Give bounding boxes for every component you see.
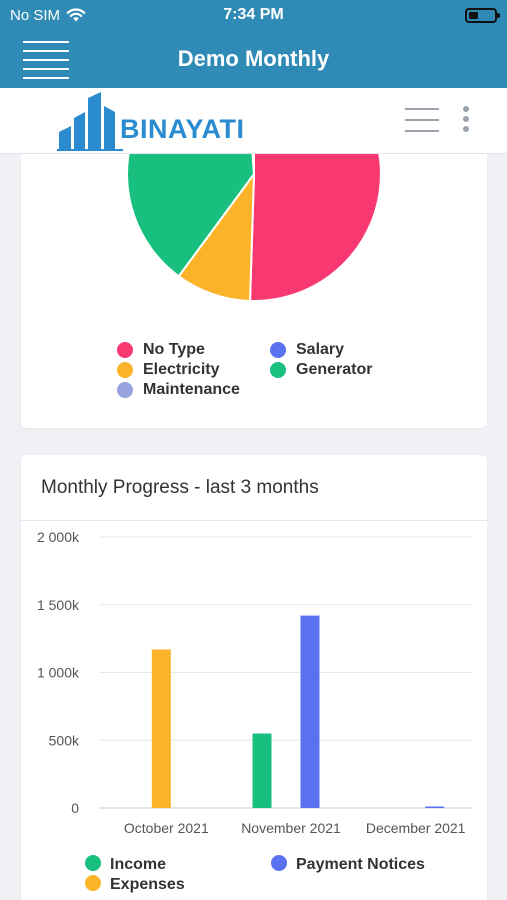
card-divider [21, 520, 487, 521]
legend-expenses[interactable]: Expenses [85, 875, 185, 893]
legend-label: Income [110, 856, 166, 873]
bar-expenses-october-2021[interactable] [151, 649, 171, 809]
legend-no-type[interactable]: No Type [117, 341, 205, 359]
legend-dot-electricity [117, 362, 133, 378]
battery-icon [465, 8, 500, 23]
legend-dot [85, 875, 101, 891]
page-title: Demo Monthly [177, 46, 330, 71]
chart-title: Monthly Progress - last 3 months [41, 477, 319, 498]
brand-bar: BINAYATI [0, 88, 507, 154]
nav-bar: Demo Monthly [0, 32, 507, 88]
status-time: 7:34 PM [223, 6, 284, 23]
logo-text: BINAYATI [120, 114, 245, 144]
bar-chart-card: Monthly Progress - last 3 months 0 500k 1 … [21, 455, 487, 900]
legend-label: No Type [143, 341, 205, 358]
legend-label: Maintenance [143, 381, 240, 398]
list-menu-button[interactable] [405, 106, 439, 134]
x-tick-label: October 2021 [124, 820, 209, 836]
legend-label: Payment Notices [296, 856, 425, 873]
legend-payment-notices[interactable]: Payment Notices [271, 855, 425, 873]
y-tick-label: 1 000k [37, 665, 80, 681]
legend-maintenance[interactable]: Maintenance [117, 381, 240, 399]
y-tick-label: 1 500k [37, 597, 80, 613]
legend-salary[interactable]: Salary [270, 341, 344, 359]
x-tick-label: December 2021 [366, 820, 466, 836]
carrier-label: No SIM [10, 7, 61, 24]
legend-label: Salary [296, 341, 345, 358]
y-tick-label: 0 [71, 800, 79, 816]
bar-payment-notices-december-2021[interactable] [425, 806, 445, 809]
bar-payment-notices-november-2021[interactable] [300, 615, 320, 808]
legend-electricity[interactable]: Electricity [117, 361, 219, 379]
x-tick-label: November 2021 [241, 820, 341, 836]
legend-label: Expenses [110, 876, 185, 893]
building-logo-icon [57, 92, 123, 151]
legend-dot-maintenance [117, 382, 133, 398]
legend-dot-generator [270, 362, 286, 378]
hamburger-menu-button[interactable] [23, 37, 69, 79]
legend-label: Generator [296, 361, 373, 378]
bar-income-november-2021[interactable] [252, 733, 272, 809]
legend-dot [271, 855, 287, 871]
status-left: No SIM [10, 7, 86, 24]
binayati-logo: BINAYATI [57, 92, 244, 152]
legend-label: Electricity [143, 361, 220, 378]
legend-dot [85, 855, 101, 871]
pie-slice-no-type[interactable] [248, 110, 382, 302]
status-bar: No SIM 7:34 PM [0, 0, 507, 32]
more-options-button[interactable] [461, 106, 471, 134]
legend-income[interactable]: Income [85, 855, 166, 873]
legend-dot-salary [270, 342, 286, 358]
pie-slice-electricity[interactable] [177, 170, 256, 302]
bar-chart: 0 500k 1 000k 1 500k 2 000k October 2021 Novem… [37, 529, 473, 893]
y-tick-label: 500k [49, 732, 80, 748]
y-tick-label: 2 000k [37, 529, 80, 545]
legend-dot-no-type [117, 342, 133, 358]
legend-generator[interactable]: Generator [270, 361, 372, 379]
wifi-icon [66, 8, 86, 22]
